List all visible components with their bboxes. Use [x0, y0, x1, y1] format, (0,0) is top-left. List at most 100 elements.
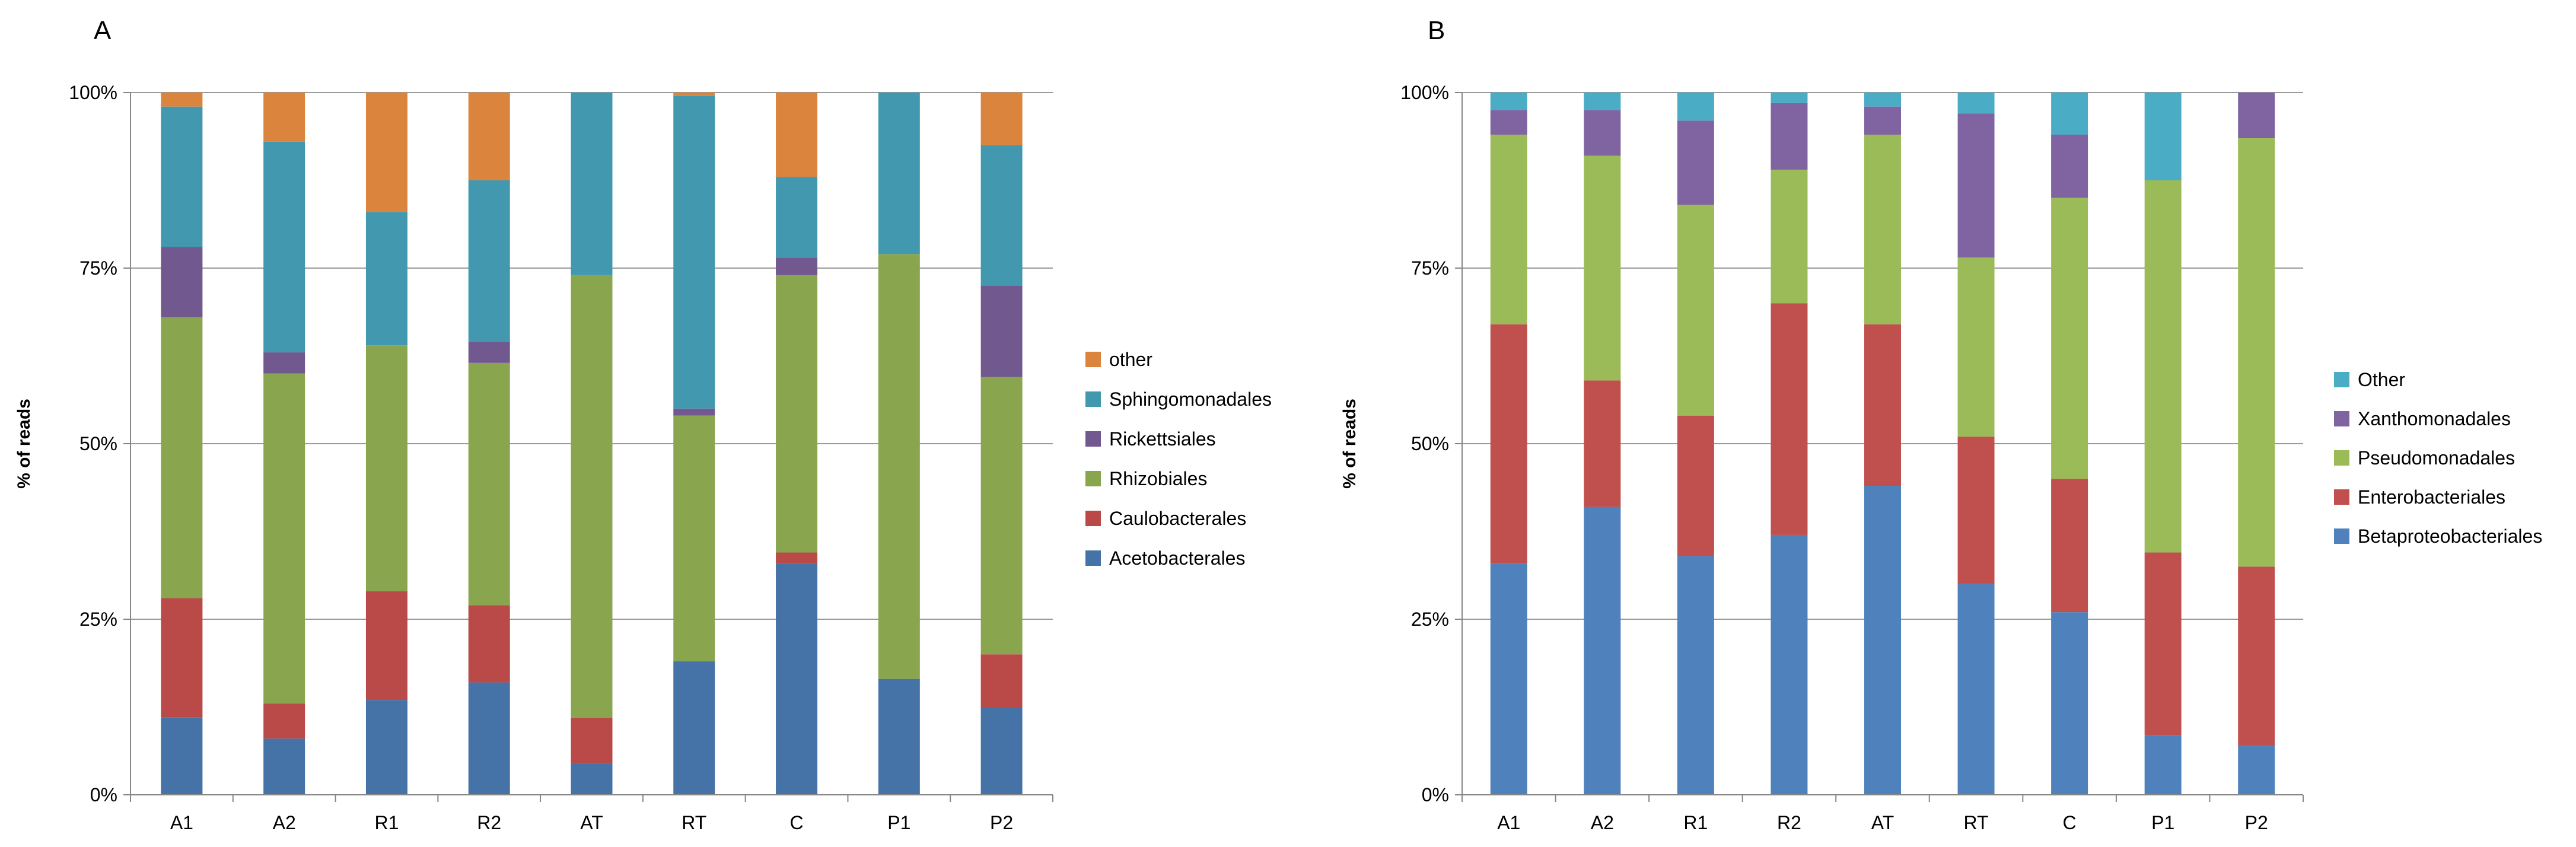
y-tick-label: 25%	[1411, 609, 1449, 630]
bar-segment	[2144, 735, 2182, 795]
legend-swatch	[1085, 471, 1101, 486]
bar-segment	[365, 591, 407, 700]
bar-segment	[1957, 113, 1995, 258]
bar-segment	[161, 317, 203, 598]
bar-segment	[980, 145, 1023, 286]
bar-segment	[1490, 135, 1527, 324]
bar-segment	[1864, 324, 1901, 486]
bar-segment	[878, 679, 920, 795]
legend-label: Betaproteobacteriales	[2358, 526, 2542, 547]
x-tick-label: R2	[477, 812, 501, 833]
legend-label: Xanthomonadales	[2358, 408, 2511, 429]
bar-segment	[1584, 380, 1621, 507]
bar-segment	[673, 93, 715, 96]
y-tick-label: 100%	[69, 82, 117, 103]
x-tick-label: P2	[990, 812, 1013, 833]
x-tick-label: AT	[1871, 812, 1894, 833]
bar-segment	[776, 177, 818, 258]
y-tick-label: 50%	[79, 433, 117, 454]
bar-segment	[980, 93, 1023, 145]
legend-swatch	[1085, 352, 1101, 367]
y-tick-label: 25%	[79, 609, 117, 630]
bar-segment	[878, 93, 920, 254]
bar-segment	[1864, 106, 1901, 135]
y-tick-label: 75%	[79, 257, 117, 279]
bar-segment	[365, 93, 407, 212]
bar-segment	[263, 703, 305, 739]
bar-segment	[673, 661, 715, 795]
bar-segment	[263, 738, 305, 795]
bar-segment	[365, 212, 407, 346]
bar-segment	[1864, 135, 1901, 324]
legend-label: Rhizobiales	[1109, 468, 1207, 489]
bar-segment	[673, 408, 715, 416]
bar-segment	[980, 707, 1023, 795]
bar-segment	[468, 362, 510, 606]
bar-segment	[1490, 110, 1527, 135]
bar-segment	[980, 377, 1023, 655]
bar-segment	[2051, 479, 2088, 613]
bar-segment	[980, 654, 1023, 707]
bar-segment	[1957, 257, 1995, 437]
panel-label: B	[1428, 16, 1445, 45]
bar-segment	[776, 93, 818, 177]
bar-segment	[161, 106, 203, 247]
bar-segment	[161, 93, 203, 107]
legend-label: Rickettsiales	[1109, 428, 1216, 450]
bar-segment	[1677, 93, 1714, 121]
x-tick-label: A2	[273, 812, 296, 833]
bar-segment	[776, 552, 818, 563]
y-tick-label: 75%	[1411, 257, 1449, 279]
bar-segment	[263, 141, 305, 353]
chart-panel-b: B % of reads 0% 25% 50% 75% 100% A1 A2 R1 R2 AT RT C P…	[1340, 16, 2542, 833]
legend-label: Pseudomonadales	[2358, 447, 2515, 469]
x-tick-label: R1	[374, 812, 399, 833]
bar-segment	[1771, 303, 1808, 535]
x-tick-label: C	[2063, 812, 2077, 833]
y-tick-label: 0%	[90, 784, 117, 805]
bar-segment	[2144, 552, 2182, 735]
bar-segment	[1490, 93, 1527, 110]
bar-segment	[878, 254, 920, 679]
legend-swatch	[2334, 411, 2349, 426]
x-tick-label: P1	[2151, 812, 2174, 833]
legend: Other Xanthomonadales Pseudomonadales Enter…	[2334, 369, 2542, 547]
bar-segment	[2051, 612, 2088, 795]
bar-segment	[1584, 110, 1621, 156]
legend-swatch	[1085, 550, 1101, 566]
bar-segment	[1771, 93, 1808, 103]
x-tick-label: A1	[1497, 812, 1520, 833]
legend-swatch	[1085, 431, 1101, 447]
bar-segment	[980, 285, 1023, 377]
x-tick-label: RT	[1964, 812, 1989, 833]
legend-swatch	[1085, 511, 1101, 526]
bar-segment	[2144, 180, 2182, 553]
x-tick-label: P2	[2245, 812, 2268, 833]
bar-segment	[1490, 563, 1527, 795]
panel-label: A	[94, 16, 112, 45]
bar-segment	[1677, 556, 1714, 795]
bar-segment	[263, 373, 305, 704]
bar-segment	[571, 93, 613, 275]
bar-segment	[263, 93, 305, 142]
bar-segment	[1677, 415, 1714, 556]
bar-segment	[571, 763, 613, 795]
bar-segment	[468, 93, 510, 180]
legend-label: other	[1109, 349, 1152, 370]
bar-segment	[776, 275, 818, 553]
bar-segment	[161, 247, 203, 317]
x-tick-label: R1	[1683, 812, 1708, 833]
x-tick-label: A1	[170, 812, 193, 833]
bar-segment	[776, 257, 818, 275]
bar-segment	[161, 598, 203, 718]
x-tick-label: P1	[887, 812, 910, 833]
x-tick-label: AT	[580, 812, 603, 833]
y-axis-label: % of reads	[1340, 399, 1359, 489]
bar-segment	[2051, 135, 2088, 198]
bar-segment	[2144, 93, 2182, 180]
bar-segment	[161, 717, 203, 795]
bar-segment	[1771, 170, 1808, 304]
bar-segment	[673, 95, 715, 409]
legend-label: Sphingomonadales	[1109, 389, 1272, 410]
